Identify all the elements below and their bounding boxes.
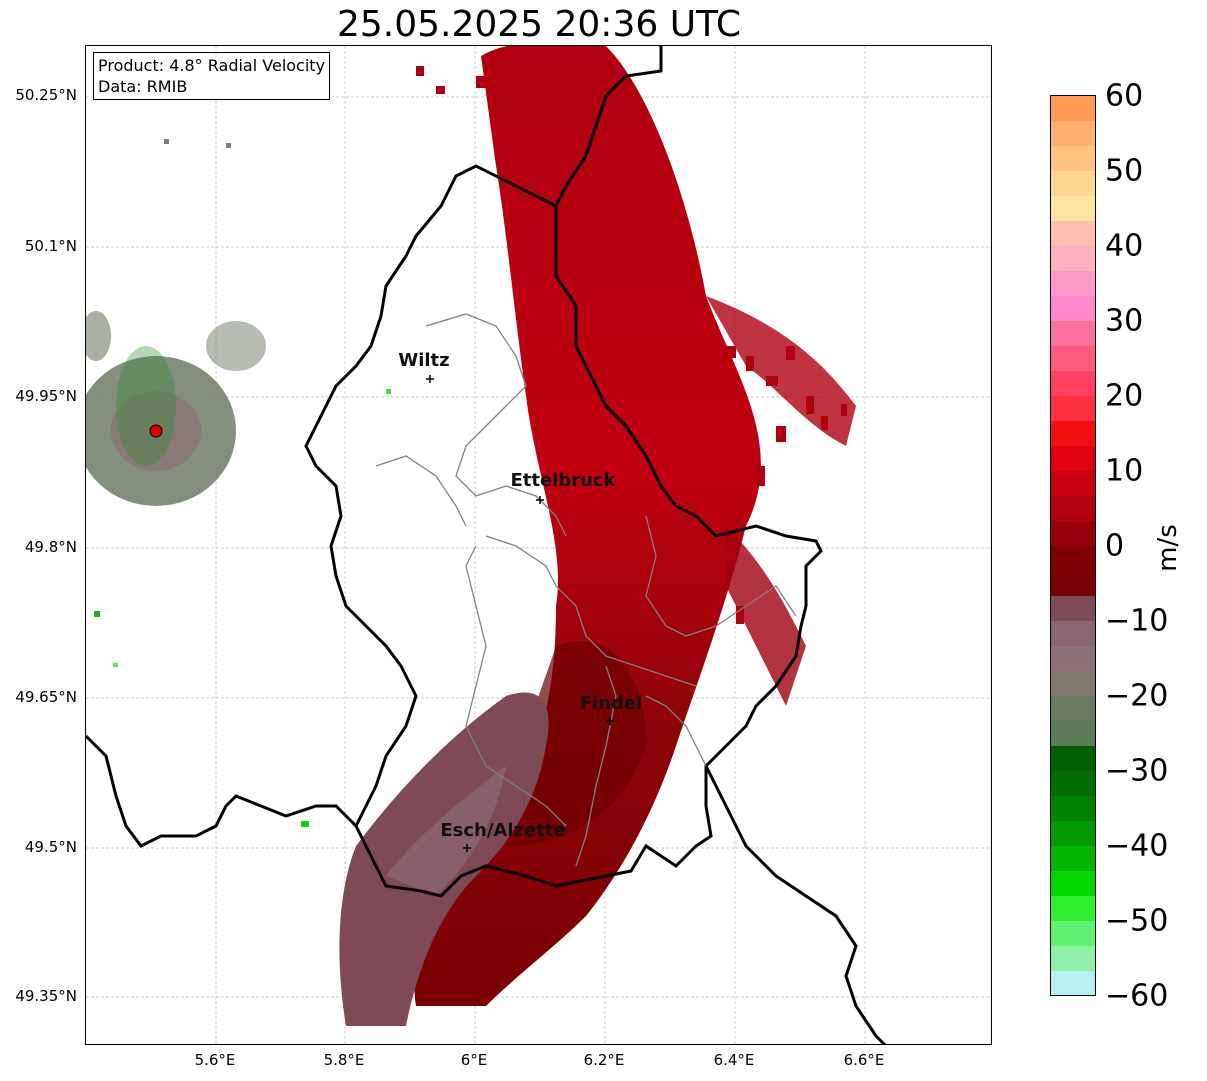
lat-tick-label: 50.1°N <box>24 237 77 255</box>
colorbar-tick: −20 <box>1105 678 1169 714</box>
lon-tick-label: 6.2°E <box>583 1051 625 1069</box>
colorbar-unit-label: m/s <box>1153 524 1183 572</box>
lat-tick-label: 49.8°N <box>24 538 77 556</box>
lat-tick-label: 49.35°N <box>15 987 77 1005</box>
lat-tick-label: 49.65°N <box>15 688 77 706</box>
map-canvas <box>86 46 991 1044</box>
colorbar-tick: 20 <box>1105 378 1144 414</box>
near-zero-region <box>339 692 549 1026</box>
colorbar-tick: −30 <box>1105 753 1169 789</box>
lon-tick-label: 5.8°E <box>323 1051 365 1069</box>
radar-site-clutter <box>86 311 266 506</box>
colorbar-tick: 40 <box>1105 228 1144 264</box>
isolated-pixels <box>94 139 391 827</box>
colorbar-tick: 0 <box>1105 528 1125 564</box>
lon-tick-label: 6.6°E <box>843 1051 885 1069</box>
radar-site-marker <box>149 424 163 438</box>
colorbar-tick: −40 <box>1105 828 1169 864</box>
city-label-findel: Findel <box>579 693 643 714</box>
colorbar-tick: 10 <box>1105 453 1144 489</box>
radar-map[interactable] <box>85 45 992 1045</box>
colorbar-tick: 50 <box>1105 153 1144 189</box>
velocity-band <box>414 46 856 1006</box>
colorbar-tick: 60 <box>1105 78 1144 114</box>
city-label-esch-alzette: Esch/Alzette <box>440 820 566 841</box>
colorbar-tick: −10 <box>1105 603 1169 639</box>
product-label: Product: 4.8° Radial Velocity <box>98 56 326 75</box>
colorbar-tick: −50 <box>1105 903 1169 939</box>
lon-tick-label: 6°E <box>460 1051 488 1069</box>
colorbar-gradient <box>1051 96 1095 995</box>
colorbar <box>1050 95 1096 996</box>
canton-borders <box>375 313 797 867</box>
city-markers <box>426 375 614 852</box>
product-info-box: Product: 4.8° Radial Velocity Data: RMIB <box>93 52 331 100</box>
data-source-label: Data: RMIB <box>98 77 188 96</box>
scattered-echoes <box>416 66 847 624</box>
colorbar-tick: −60 <box>1105 978 1169 1014</box>
city-label-wiltz: Wiltz <box>398 350 450 371</box>
lat-tick-label: 49.95°N <box>15 387 77 405</box>
colorbar-tick: 30 <box>1105 303 1144 339</box>
city-label-ettelbruck: Ettelbruck <box>510 470 616 491</box>
map-title: 25.05.2025 20:36 UTC <box>336 4 742 45</box>
lon-tick-label: 6.4°E <box>713 1051 755 1069</box>
lat-tick-label: 50.25°N <box>15 86 77 104</box>
lon-tick-label: 5.6°E <box>194 1051 236 1069</box>
lat-tick-label: 49.5°N <box>24 838 77 856</box>
